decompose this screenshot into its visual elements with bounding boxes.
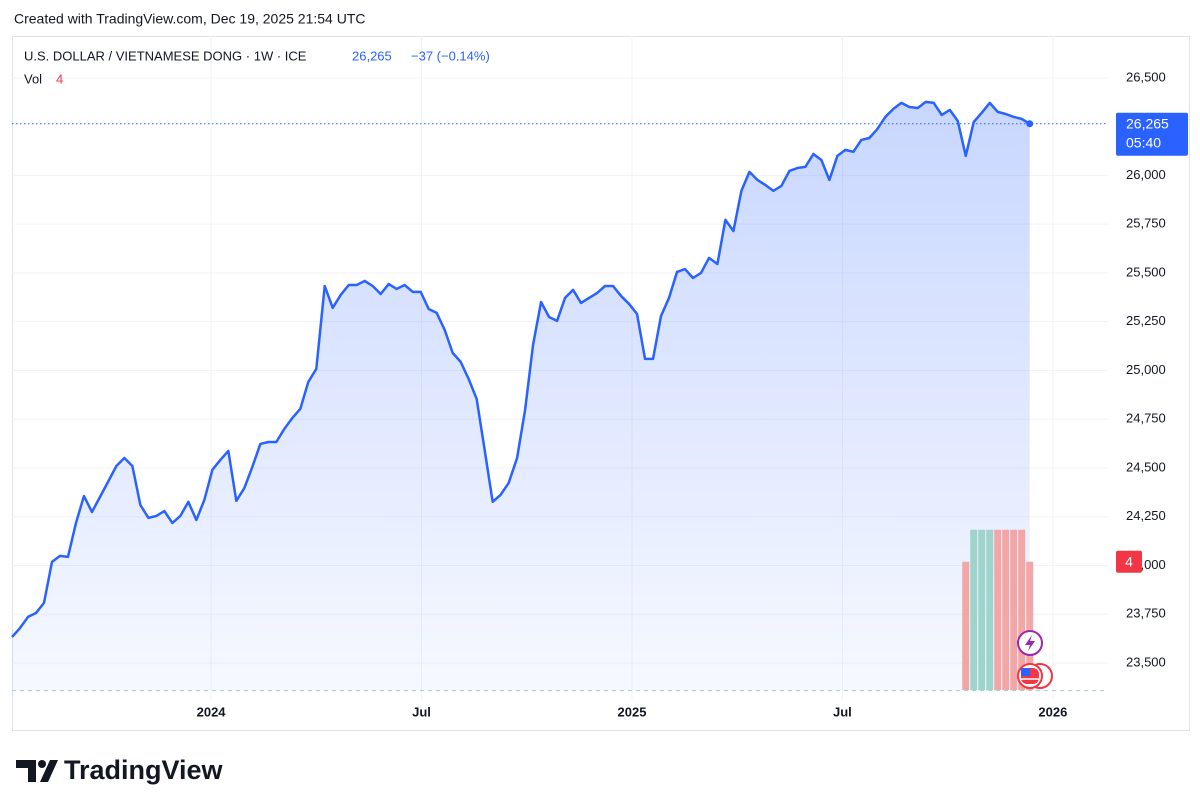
y-tick-label: 25,250 xyxy=(1126,313,1166,328)
volume-bar xyxy=(1002,529,1010,690)
volume-bar xyxy=(970,529,978,690)
y-tick-label: 24,500 xyxy=(1126,459,1166,474)
volume-badge-label: 4 xyxy=(1125,553,1133,569)
volume-bar xyxy=(1010,529,1018,690)
legend-volume-value: 4 xyxy=(56,71,63,86)
volume-bar xyxy=(1026,561,1034,690)
y-tick-label: 23,500 xyxy=(1126,654,1166,669)
y-tick-label: 26,000 xyxy=(1126,167,1166,182)
legend-last: 26,265 xyxy=(352,48,392,63)
y-tick-label: 23,750 xyxy=(1126,606,1166,621)
event-icons xyxy=(1017,630,1053,689)
volume-bar xyxy=(986,529,994,690)
legend-volume-name: Vol xyxy=(24,71,42,86)
y-tick-label: 24,250 xyxy=(1126,508,1166,523)
brand-logo xyxy=(40,760,58,782)
brand: TradingView xyxy=(16,755,224,785)
volume-bars xyxy=(962,529,1034,690)
y-tick-label: 25,750 xyxy=(1126,216,1166,231)
legend-change: −37 (−0.14%) xyxy=(411,48,490,63)
header-text: Created with TradingView.com, Dec 19, 20… xyxy=(14,11,365,27)
volume-bar xyxy=(1018,529,1026,690)
event-icon-glyph xyxy=(1025,635,1035,651)
volume-bar xyxy=(994,529,1002,690)
y-tick-label: 25,000 xyxy=(1126,362,1166,377)
x-tick-label: 2026 xyxy=(1038,704,1067,719)
brand-logo xyxy=(16,760,36,782)
price-line xyxy=(11,100,1031,638)
legend-title: U.S. DOLLAR / VIETNAMESE DONG · 1W · ICE xyxy=(24,48,307,63)
y-tick-label: 24,750 xyxy=(1126,411,1166,426)
price-badge-label: 26,265 xyxy=(1126,115,1169,131)
x-tick-label: 2024 xyxy=(197,704,227,719)
volume-badge xyxy=(1116,550,1142,573)
x-tick-label: Jul xyxy=(833,704,852,719)
chart-frame xyxy=(12,36,1190,731)
flag-icon xyxy=(1021,668,1030,676)
brand-logo xyxy=(38,760,46,768)
x-tick-label: Jul xyxy=(412,704,431,719)
y-tick-label: 25,500 xyxy=(1126,264,1166,279)
y-tick-label: 26,500 xyxy=(1126,69,1166,84)
last-point xyxy=(1026,120,1034,128)
brand-name: TradingView xyxy=(64,755,224,785)
volume-bar xyxy=(978,529,986,690)
plot xyxy=(11,100,1108,638)
countdown-label: 05:40 xyxy=(1126,134,1161,150)
price-badge xyxy=(1116,112,1188,156)
x-tick-label: 2025 xyxy=(618,704,647,719)
volume-bar xyxy=(962,561,970,690)
legend: U.S. DOLLAR / VIETNAMESE DONG · 1W · ICE… xyxy=(24,48,490,86)
